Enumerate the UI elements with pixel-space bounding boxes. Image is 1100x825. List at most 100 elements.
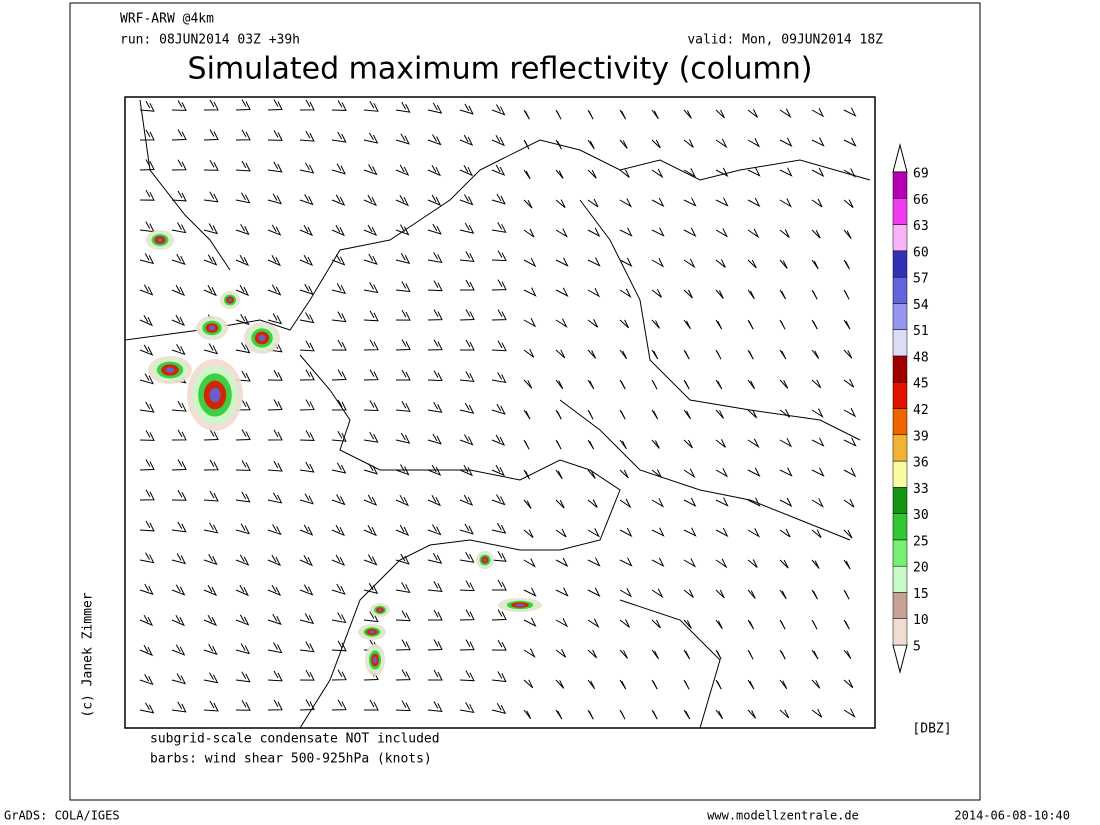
barb: [619, 257, 633, 267]
barb: [523, 648, 536, 659]
barb: [459, 164, 474, 177]
barb: [395, 369, 411, 381]
colorbar-box: [892, 303, 908, 330]
barb: [779, 319, 786, 330]
barb: [299, 699, 315, 711]
colorbar-label: 30: [913, 508, 929, 523]
barb: [331, 494, 346, 506]
barb: [235, 99, 251, 111]
barb: [331, 669, 347, 681]
barb: [299, 493, 314, 505]
barb: [779, 679, 788, 690]
barb: [715, 679, 722, 690]
barb: [491, 193, 506, 205]
barb: [427, 370, 443, 382]
barb: [139, 520, 155, 532]
barb: [459, 222, 475, 234]
barb: [491, 403, 506, 415]
barb: [171, 129, 187, 141]
barb: [139, 284, 154, 296]
barb: [427, 524, 442, 536]
barb: [555, 439, 562, 450]
barb: [395, 224, 410, 236]
barb: [683, 139, 694, 148]
barb: [299, 669, 315, 681]
barb: [619, 409, 626, 420]
colorbar-label: 57: [913, 272, 929, 287]
barb: [299, 340, 315, 352]
barb: [203, 129, 219, 141]
colorbar-label: 36: [913, 456, 929, 471]
barb: [811, 107, 825, 118]
barb: [363, 494, 378, 506]
barb: [555, 587, 569, 597]
barb: [235, 399, 251, 411]
barb: [587, 469, 596, 479]
barb: [459, 580, 475, 592]
barb: [427, 252, 443, 263]
barb: [523, 499, 532, 509]
barb: [587, 349, 597, 359]
barb: [843, 529, 853, 539]
colorbar-box: [892, 171, 908, 199]
barb: [811, 408, 824, 419]
barb: [459, 279, 475, 291]
barb: [683, 197, 697, 207]
barb: [395, 494, 410, 507]
barb: [747, 289, 755, 300]
barb: [683, 319, 691, 330]
barb: [811, 559, 820, 569]
barb: [299, 584, 314, 596]
echo: [157, 238, 163, 242]
barb: [139, 674, 154, 686]
colorbar-box: [892, 460, 908, 488]
barb: [811, 498, 824, 508]
borders: [124, 99, 871, 729]
colorbar-box: [892, 513, 908, 541]
barb: [139, 129, 155, 141]
barb: [747, 379, 756, 390]
echo: [209, 387, 221, 403]
barb: [331, 640, 347, 652]
barb: [203, 672, 219, 684]
barb: [459, 309, 475, 321]
barb: [747, 259, 757, 269]
barb: [459, 523, 474, 535]
barb: [363, 282, 379, 294]
barb: [523, 469, 531, 480]
reflectivity: [146, 230, 542, 676]
barb: [491, 104, 506, 116]
barb: [459, 103, 474, 115]
barb: [235, 342, 251, 354]
barb: [715, 558, 728, 569]
barb: [267, 429, 283, 441]
barb: [715, 619, 723, 630]
barb: [651, 168, 664, 179]
barb: [235, 129, 251, 141]
barb: [491, 464, 506, 477]
barb: [203, 429, 219, 441]
barb: [811, 259, 819, 270]
barb: [267, 284, 282, 296]
barb: [235, 370, 251, 382]
barb: [299, 461, 315, 473]
colorbar-box: [892, 565, 908, 593]
barb: [523, 529, 534, 538]
barb: [395, 339, 411, 351]
barb: [139, 702, 155, 714]
barb: [203, 643, 218, 656]
run: run: 08JUN2014 03Z +39h: [120, 33, 300, 48]
barb: [651, 557, 665, 568]
footer-left: GrADS: COLA/IGES: [4, 809, 120, 823]
barb: [779, 409, 791, 418]
border: [559, 199, 861, 729]
barb: [299, 430, 315, 441]
barb: [299, 369, 315, 381]
barb: [523, 199, 533, 209]
barb: [427, 494, 442, 507]
barb: [523, 409, 531, 420]
barb: [491, 309, 507, 321]
barb: [811, 679, 821, 689]
barb: [363, 400, 379, 412]
barb: [811, 289, 818, 300]
